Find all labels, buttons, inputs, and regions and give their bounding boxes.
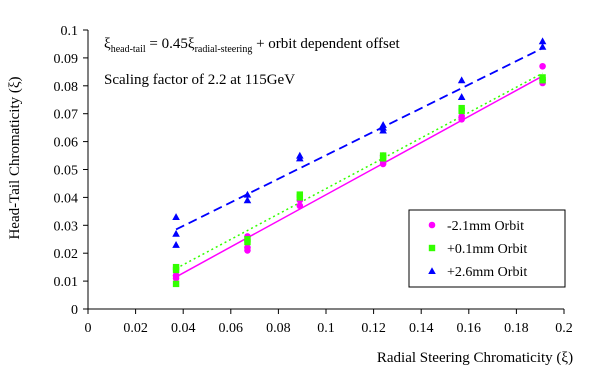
- formula-equals: = 0.45ξ: [146, 36, 195, 52]
- data-point-series-1: [172, 263, 180, 271]
- data-point-series-1: [379, 152, 387, 159]
- legend: -2.1mm Orbit +0.1mm Orbit +2.6mm Orbit: [408, 209, 566, 288]
- data-point-series-2: [457, 76, 466, 84]
- data-point-series-1: [296, 191, 304, 198]
- data-point-series-0: [172, 272, 180, 279]
- formula-subscript-radial-steering: radial-steering: [195, 44, 253, 55]
- y-tick-label: 0.07: [54, 108, 79, 123]
- y-tick-label: 0.03: [54, 219, 79, 234]
- x-tick-label: 0: [85, 321, 92, 336]
- x-tick-label: 0.2: [555, 321, 573, 336]
- fit-line-series-1: [175, 72, 543, 270]
- y-tick-label: 0.08: [54, 80, 79, 95]
- x-tick-label: 0.08: [266, 321, 291, 336]
- data-point-series-2: [538, 42, 547, 50]
- x-axis-label: Radial Steering Chromaticity (ξ): [377, 350, 573, 366]
- x-axis-ticks: 0 0.02 0.04 0.06 0.08 0.1 0.12 0.14 0.16 0.18 0.2: [85, 309, 573, 336]
- data-point-series-0: [539, 62, 546, 70]
- y-tick-label: 0.1: [61, 24, 79, 39]
- formula-rest: + orbit dependent offset: [252, 36, 400, 52]
- y-axis-label: Head-Tail Chromaticity (ξ): [7, 76, 23, 239]
- legend-label-series-0: -2.1mm Orbit: [447, 219, 524, 234]
- fit-line-series-2: [175, 47, 543, 231]
- y-tick-label: 0: [71, 303, 78, 318]
- data-points: [172, 37, 547, 288]
- data-point-series-2: [172, 229, 180, 237]
- data-point-series-2: [457, 93, 466, 100]
- x-tick-label: 0.12: [361, 321, 386, 336]
- y-tick-label: 0.04: [54, 191, 79, 206]
- y-tick-label: 0.09: [54, 52, 79, 67]
- x-tick-label: 0.18: [504, 321, 529, 336]
- x-tick-label: 0.02: [123, 321, 148, 336]
- data-point-series-0: [458, 113, 465, 120]
- data-point-series-1: [244, 236, 251, 243]
- data-point-series-0: [244, 244, 251, 251]
- formula-annotation: ξhead-tail = 0.45ξradial-steering + orbi…: [104, 36, 400, 55]
- data-point-series-2: [172, 213, 180, 220]
- scaling-annotation: Scaling factor of 2.2 at 115GeV: [104, 72, 295, 88]
- data-point-series-2: [243, 196, 252, 204]
- data-point-series-2: [379, 121, 387, 128]
- data-point-series-2: [172, 241, 180, 248]
- y-tick-label: 0.01: [54, 275, 79, 290]
- formula-subscript-head-tail: head-tail: [111, 44, 146, 55]
- y-tick-label: 0.06: [54, 136, 79, 151]
- legend-label-series-2: +2.6mm Orbit: [447, 265, 527, 280]
- y-axis-ticks: 0 0.01 0.02 0.03 0.04 0.05 0.06 0.07 0.08 0.09 0.1: [54, 24, 88, 318]
- y-tick-label: 0.05: [54, 164, 79, 179]
- data-point-series-2: [296, 151, 304, 159]
- x-tick-label: 0.1: [317, 321, 335, 336]
- fit-line-series-0: [175, 75, 543, 278]
- data-point-series-2: [243, 190, 252, 198]
- data-point-series-1: [458, 104, 465, 112]
- x-tick-label: 0.06: [219, 321, 244, 336]
- data-point-series-0: [296, 202, 304, 210]
- fit-lines: [175, 47, 543, 278]
- x-tick-label: 0.16: [457, 321, 482, 336]
- data-point-series-1: [539, 74, 546, 81]
- legend-marker-series-2: [428, 267, 436, 275]
- data-point-series-2: [538, 37, 547, 45]
- data-point-series-1: [172, 280, 180, 288]
- legend-label-series-1: +0.1mm Orbit: [447, 242, 527, 257]
- legend-marker-series-1: [428, 244, 436, 252]
- x-tick-label: 0.04: [171, 321, 196, 336]
- legend-marker-series-0: [428, 221, 436, 229]
- formula-xi: ξ: [104, 36, 111, 52]
- x-tick-label: 0.14: [409, 321, 434, 336]
- y-tick-label: 0.02: [54, 247, 79, 262]
